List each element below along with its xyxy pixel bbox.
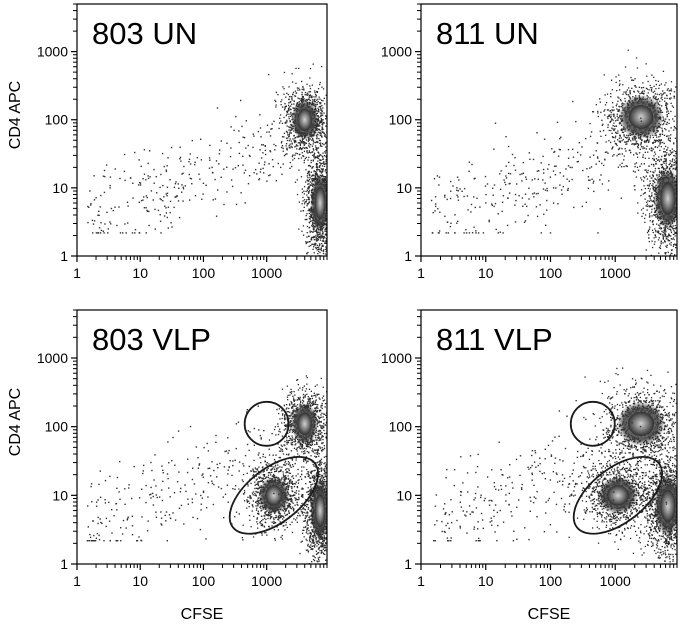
y-axis-title: CD4 APC (7, 388, 24, 456)
y-tick-label: 1000 (37, 350, 68, 366)
cluster-core (660, 489, 676, 523)
plot-area (433, 367, 677, 563)
panel-4: 1 10 100 1000 1 10 100 1000 811 VLP CFSE (381, 309, 678, 623)
panel-title: 811 UN (436, 16, 539, 51)
y-tick-label: 100 (389, 419, 413, 435)
y-tick-label: 1 (404, 556, 412, 572)
y-axis-title: CD4 APC (7, 81, 24, 149)
x-tick-label: 1 (73, 265, 81, 281)
panel-1: 1 10 100 1000 1 10 100 1000 803 UN CD4 APC (7, 3, 328, 281)
y-tick-label: 1 (404, 248, 412, 264)
x-tick-label: 1000 (600, 265, 631, 281)
background-events (87, 73, 297, 234)
plot-area (87, 63, 327, 256)
x-axis-title: CFSE (181, 606, 224, 623)
y-tick-label: 100 (45, 112, 69, 128)
x-tick-label: 1000 (251, 573, 282, 589)
gate-circle (569, 400, 616, 447)
cluster-core (297, 412, 313, 436)
x-tick-label: 1 (417, 265, 425, 281)
gate-circle (243, 400, 290, 447)
cluster-core (627, 411, 655, 436)
y-tick-label: 100 (389, 112, 413, 128)
cluster-core (660, 182, 676, 215)
y-tick-label: 1000 (381, 44, 412, 60)
gate-ellipse (572, 455, 664, 535)
panel-3: 1 10 100 1000 1 10 100 1000 803 VLP CD4 APC CFSE (7, 309, 328, 623)
background-events (86, 391, 296, 542)
x-axis-title: CFSE (528, 606, 571, 623)
gate-ellipse (228, 455, 319, 535)
y-tick-label: 10 (396, 487, 412, 503)
panel-title: 803 VLP (92, 322, 211, 357)
x-tick-label: 10 (478, 265, 494, 281)
cluster-core (265, 485, 283, 506)
panel-title: 811 VLP (436, 322, 553, 357)
panel-title: 803 UN (92, 16, 197, 51)
plot-area (430, 49, 677, 256)
y-tick-label: 1000 (37, 44, 68, 60)
y-tick-label: 1 (60, 556, 68, 572)
x-tick-label: 100 (192, 573, 216, 589)
panel-2: 1 10 100 1000 1 10 100 1000 811 UN (381, 3, 678, 281)
x-tick-label: 1000 (600, 573, 631, 589)
x-tick-label: 10 (478, 573, 494, 589)
cluster-core (606, 485, 629, 506)
y-tick-label: 1000 (381, 350, 412, 366)
background-events (430, 98, 646, 234)
background-events (433, 397, 646, 542)
x-tick-label: 10 (132, 265, 148, 281)
y-tick-label: 1 (60, 248, 68, 264)
y-tick-label: 10 (52, 180, 68, 196)
cluster-core (314, 186, 326, 220)
x-tick-label: 100 (539, 573, 563, 589)
x-tick-label: 1000 (251, 265, 282, 281)
cluster-core (314, 494, 326, 528)
x-tick-label: 1 (417, 573, 425, 589)
y-tick-label: 10 (396, 180, 412, 196)
cluster-core (297, 108, 313, 131)
cluster-core (628, 104, 654, 129)
x-tick-label: 100 (192, 265, 216, 281)
y-tick-label: 10 (52, 487, 68, 503)
plot-area (86, 375, 327, 564)
y-tick-label: 100 (45, 419, 69, 435)
x-tick-label: 10 (132, 573, 148, 589)
x-tick-label: 100 (539, 265, 563, 281)
x-tick-label: 1 (73, 573, 81, 589)
